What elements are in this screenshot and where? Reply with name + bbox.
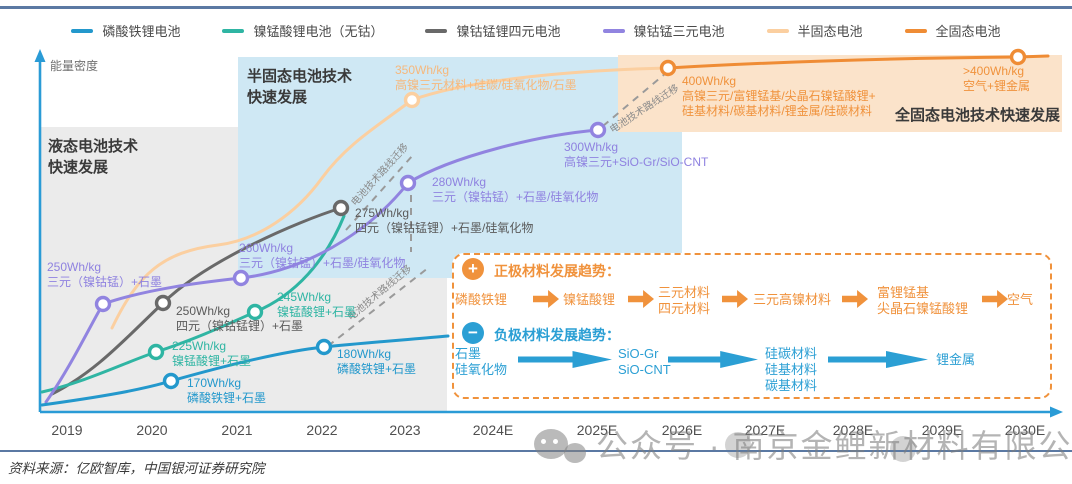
legend-label: 镍锰酸锂电池（无钴） bbox=[253, 24, 384, 39]
cathode-item-lfp: 磷酸铁锂 bbox=[455, 292, 508, 307]
semi-solid-region-title: 半固态电池技术 快速发展 bbox=[247, 68, 353, 106]
x-tick-2027e: 2027E bbox=[744, 422, 786, 438]
legend-label: 镍钴锰锂四元电池 bbox=[456, 24, 561, 39]
x-tick-2026e: 2026E bbox=[661, 422, 703, 438]
x-tick-2029e: 2029E bbox=[921, 422, 963, 438]
material-trend-box bbox=[452, 253, 1052, 399]
watermark-blob bbox=[725, 432, 751, 458]
label-250-quaternary: 250Wh/kg 四元（镍钴锰锂）+石墨 bbox=[176, 304, 304, 333]
legend-swatch-all-solid-icon bbox=[904, 28, 927, 33]
label-400plus: >400Wh/kg 空气+锂金属 bbox=[963, 64, 1031, 93]
legend-swatch-ternary-icon bbox=[602, 28, 625, 33]
x-tick-2019: 2019 bbox=[51, 422, 83, 438]
legend-item-semi-solid: 半固态电池 bbox=[766, 21, 863, 40]
cathode-trend-title: 正极材料发展趋势： bbox=[494, 263, 620, 279]
legend-item-all-solid: 全固态电池 bbox=[904, 21, 1001, 40]
legend-item-ternary: 镍钴锰三元电池 bbox=[602, 21, 725, 40]
x-tick-2022: 2022 bbox=[306, 422, 338, 438]
legend-label: 镍钴锰三元电池 bbox=[633, 24, 725, 39]
anode-item-li-metal: 锂金属 bbox=[936, 352, 976, 367]
label-245: 245Wh/kg 镍锰酸锂+石墨 bbox=[277, 290, 357, 319]
label-250-ternary: 250Wh/kg 三元（镍钴锰）+石墨 bbox=[47, 260, 163, 289]
liquid-region-title: 液态电池技术 快速发展 bbox=[48, 138, 139, 176]
legend-item-lfp: 磷酸铁锂电池 bbox=[71, 21, 180, 40]
wechat-icon bbox=[564, 443, 586, 463]
legend-swatch-lfp-icon bbox=[71, 28, 94, 33]
x-tick-2025e: 2025E bbox=[576, 422, 618, 438]
legend-label: 全固态电池 bbox=[935, 24, 1001, 39]
chart-legend: 磷酸铁锂电池 镍锰酸锂电池（无钴） 镍钴锰锂四元电池 镍钴锰三元电池 半固态电池… bbox=[0, 21, 1072, 40]
label-300: 300Wh/kg 高镍三元+SiO-Gr/SiO-CNT bbox=[564, 140, 709, 169]
anode-item-graphite: 石墨 硅氧化物 bbox=[455, 346, 508, 377]
legend-item-lnmo: 镍锰酸锂电池（无钴） bbox=[222, 21, 383, 40]
cathode-item-high-nickel: 三元高镍材料 bbox=[753, 292, 832, 307]
anode-item-silicon-carbon: 硅碳材料 硅基材料 碳基材料 bbox=[765, 346, 818, 393]
x-tick-2028e: 2028E bbox=[832, 422, 874, 438]
legend-label: 磷酸铁锂电池 bbox=[102, 24, 181, 39]
legend-label: 半固态电池 bbox=[797, 24, 863, 39]
x-axis-arrow-icon bbox=[1050, 406, 1063, 418]
x-tick-2020: 2020 bbox=[136, 422, 168, 438]
legend-swatch-lnmo-icon bbox=[222, 28, 245, 33]
label-280: 280Wh/kg 三元（镍钴锰）+石墨/硅氧化物 bbox=[432, 175, 599, 204]
label-400: 400Wh/kg 高镍三元/富锂锰基/尖晶石镍锰酸锂+ 硅基材料/碳基材料/锂金… bbox=[682, 74, 876, 118]
x-tick-2030e: 2030E bbox=[1004, 422, 1046, 438]
x-tick-2024e: 2024E bbox=[472, 422, 514, 438]
legend-swatch-quaternary-icon bbox=[425, 28, 448, 33]
minus-circle-icon: − bbox=[462, 322, 484, 344]
legend-item-quaternary: 镍钴锰锂四元电池 bbox=[425, 21, 561, 40]
label-350: 350Wh/kg 高镍三元材料+硅碳/硅氧化物/石墨 bbox=[395, 63, 577, 92]
x-tick-2023: 2023 bbox=[389, 422, 421, 438]
watermark-blob bbox=[890, 436, 916, 462]
bottom-divider bbox=[0, 450, 1072, 452]
x-tick-2021: 2021 bbox=[221, 422, 253, 438]
label-275: 275Wh/kg 四元（镍钴锰锂）+石墨/硅氧化物 bbox=[355, 206, 534, 235]
y-axis-label: 能量密度 bbox=[50, 59, 99, 73]
plus-circle-icon: + bbox=[462, 258, 484, 280]
source-note: 资料来源：亿欧智库，中国银河证券研究院 bbox=[8, 461, 265, 476]
anode-item-sio: SiO-Gr SiO-CNT bbox=[618, 346, 671, 377]
cathode-item-ternary-quaternary: 三元材料 四元材料 bbox=[658, 285, 711, 316]
legend-swatch-semi-solid-icon bbox=[766, 28, 789, 33]
wechat-icon bbox=[534, 429, 568, 459]
cathode-item-li-rich: 富锂锰基 尖晶石镍锰酸锂 bbox=[877, 285, 969, 316]
top-divider bbox=[0, 6, 1072, 9]
label-225: 225Wh/kg 镍锰酸锂+石墨 bbox=[172, 339, 252, 368]
y-axis-arrow-icon bbox=[34, 49, 46, 62]
all-solid-region-title: 全固态电池技术快速发展 bbox=[895, 107, 1061, 124]
label-180: 180Wh/kg 磷酸铁锂+石墨 bbox=[337, 347, 417, 376]
cathode-item-air: 空气 bbox=[1007, 292, 1034, 307]
label-260: 260Wh/kg 三元（镍钴锰）+石墨/硅氧化物 bbox=[239, 241, 406, 270]
label-170: 170Wh/kg 磷酸铁锂+石墨 bbox=[187, 376, 267, 405]
anode-trend-title: 负极材料发展趋势： bbox=[494, 327, 620, 343]
cathode-item-lnmo: 镍锰酸锂 bbox=[563, 292, 616, 307]
